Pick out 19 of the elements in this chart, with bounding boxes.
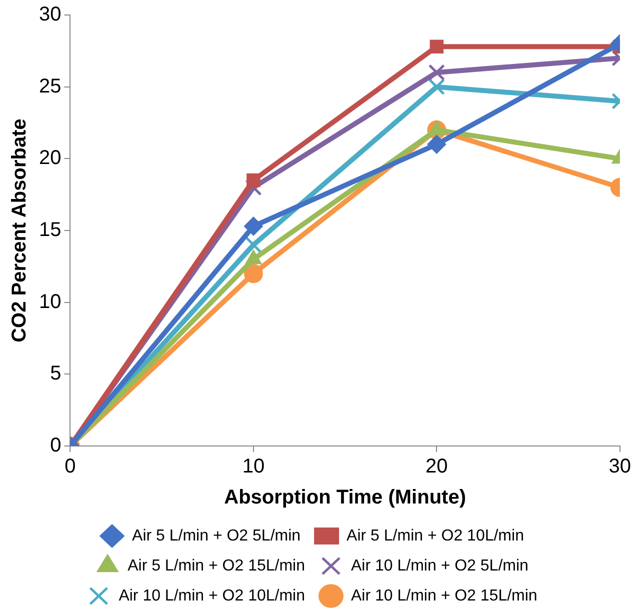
y-tick-label: 10 — [38, 290, 62, 313]
y-tick-label: 20 — [38, 147, 62, 170]
x-tick-label: 30 — [608, 456, 631, 478]
legend-label: Air 10 L/min + O2 15L/min — [351, 587, 538, 604]
legend-label: Air 10 L/min + O2 10L/min — [118, 587, 305, 604]
y-tick-label: 30 — [38, 4, 62, 26]
legend-label: Air 5 L/min + O2 5L/min — [132, 527, 301, 544]
x-tick-label: 0 — [64, 456, 76, 478]
legend-label: Air 5 L/min + O2 10L/min — [346, 527, 524, 544]
x-tick-label: 10 — [242, 456, 265, 478]
legend-label: Air 5 L/min + O2 15L/min — [128, 557, 306, 574]
y-tick-label: 5 — [50, 362, 62, 385]
x-axis-title: Absorption Time (Minute) — [224, 486, 466, 509]
y-axis-title: CO2 Percent Absorbate — [8, 118, 31, 342]
y-tick-label: 15 — [38, 219, 62, 242]
y-tick-label: 25 — [38, 75, 62, 98]
y-tick-label: 0 — [50, 434, 62, 457]
x-tick-label: 20 — [426, 456, 448, 478]
legend-label: Air 10 L/min + O2 5L/min — [351, 557, 528, 574]
